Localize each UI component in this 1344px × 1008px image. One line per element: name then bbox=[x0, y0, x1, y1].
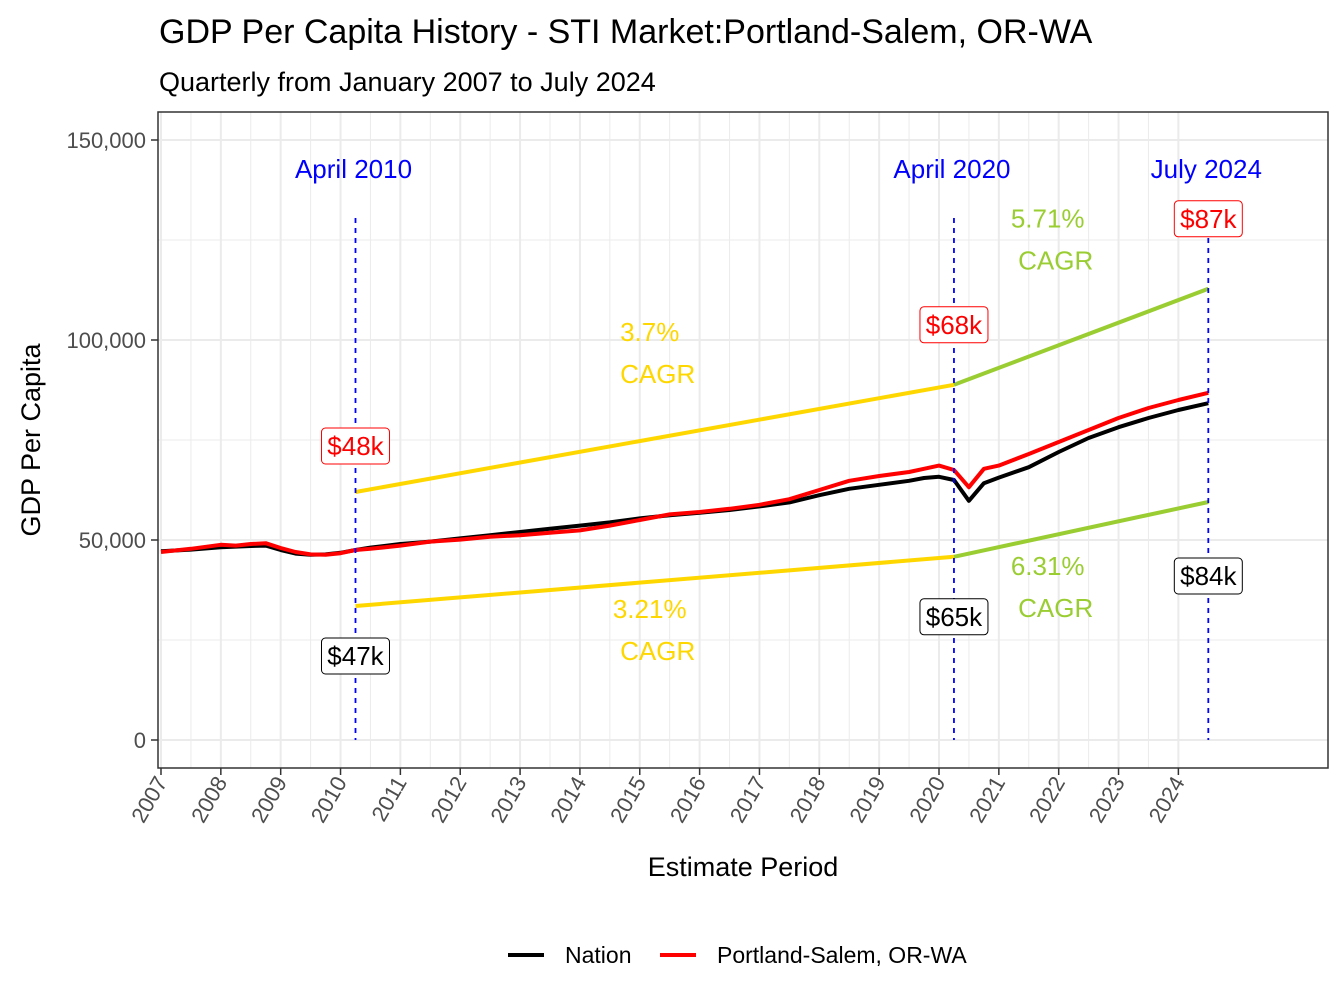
x-tick-label: 2023 bbox=[1084, 772, 1130, 827]
x-tick-label: 2009 bbox=[246, 772, 292, 827]
value-label-box bbox=[1173, 557, 1243, 595]
value-label: $47k bbox=[327, 641, 384, 671]
cagr-trend-lines bbox=[355, 286, 1210, 608]
x-tick-label: 2015 bbox=[605, 772, 651, 827]
cagr-percent-label: 3.21% bbox=[613, 594, 687, 624]
chart-title: GDP Per Capita History - STI Market:Port… bbox=[159, 13, 1093, 51]
y-tick-label: 100,000 bbox=[66, 328, 146, 353]
y-tick-label: 0 bbox=[134, 728, 146, 753]
x-tick-label: 2021 bbox=[964, 772, 1010, 827]
value-label-box bbox=[320, 637, 390, 675]
value-label: $68k bbox=[926, 310, 983, 340]
cagr-text-label: CAGR bbox=[1018, 593, 1093, 623]
trend-line bbox=[953, 286, 1210, 387]
x-tick-label: 2008 bbox=[186, 772, 232, 827]
series-line-portland-salem-or-wa bbox=[160, 390, 1209, 557]
cagr-percent-label: 6.31% bbox=[1011, 551, 1085, 581]
reference-lines: April 2010 April 2020 July 2024 bbox=[295, 154, 1262, 740]
y-axis-label: GDP Per Capita bbox=[16, 342, 46, 536]
value-label: $84k bbox=[1180, 561, 1237, 591]
value-label: $65k bbox=[926, 602, 983, 632]
y-tick-label: 50,000 bbox=[79, 528, 146, 553]
trend-line bbox=[355, 554, 955, 608]
cagr-percent-label: 3.7% bbox=[620, 317, 679, 347]
x-tick-label: 2017 bbox=[725, 772, 771, 827]
value-label: $48k bbox=[327, 431, 384, 461]
trend-line bbox=[953, 500, 1209, 559]
x-tick-label: 2010 bbox=[306, 772, 352, 827]
x-tick-label: 2007 bbox=[126, 772, 172, 827]
plot-border bbox=[157, 111, 1329, 769]
x-axis: 2007 2008 2009 2010 2011 2012 2013 2014 2015 2016… bbox=[126, 768, 1190, 827]
trend-line bbox=[355, 382, 955, 494]
x-tick-label: 2013 bbox=[485, 772, 531, 827]
cagr-text-label: CAGR bbox=[1018, 246, 1093, 276]
cagr-text-label: CAGR bbox=[620, 359, 695, 389]
legend: Nation Portland-Salem, OR-WA bbox=[508, 942, 967, 968]
x-tick-label: 2022 bbox=[1024, 772, 1070, 827]
x-tick-label: 2011 bbox=[366, 772, 411, 825]
value-label-box bbox=[320, 427, 390, 465]
cagr-percent-label: 5.71% bbox=[1011, 204, 1085, 234]
reference-line-label: April 2020 bbox=[893, 154, 1010, 184]
data-series bbox=[160, 390, 1209, 557]
y-tick-label: 150,000 bbox=[66, 128, 146, 153]
x-tick-label: 2014 bbox=[545, 772, 591, 827]
value-label-box bbox=[919, 306, 989, 344]
annotations: $48k $47k $68k $65k $87k $84k 3.7% CAGR 3.21% CAG… bbox=[320, 200, 1243, 675]
x-axis-label: Estimate Period bbox=[648, 852, 839, 882]
reference-line-label: April 2010 bbox=[295, 154, 412, 184]
x-tick-label: 2018 bbox=[785, 772, 831, 827]
legend-label-nation: Nation bbox=[565, 942, 631, 968]
value-label: $87k bbox=[1180, 204, 1237, 234]
reference-line-label: July 2024 bbox=[1151, 154, 1262, 184]
cagr-text-label: CAGR bbox=[620, 636, 695, 666]
y-axis: 0 50,000 100,000 150,000 bbox=[66, 128, 158, 753]
legend-label-portland-salem: Portland-Salem, OR-WA bbox=[717, 942, 967, 968]
x-tick-label: 2024 bbox=[1144, 772, 1190, 827]
x-tick-label: 2020 bbox=[904, 772, 950, 827]
value-label-box bbox=[919, 598, 989, 636]
minor-gridlines bbox=[158, 112, 1328, 768]
value-label-box bbox=[1173, 200, 1243, 238]
x-tick-label: 2016 bbox=[665, 772, 711, 827]
x-tick-label: 2019 bbox=[844, 772, 890, 827]
x-tick-label: 2012 bbox=[425, 772, 471, 827]
chart-subtitle: Quarterly from January 2007 to July 2024 bbox=[159, 67, 656, 97]
